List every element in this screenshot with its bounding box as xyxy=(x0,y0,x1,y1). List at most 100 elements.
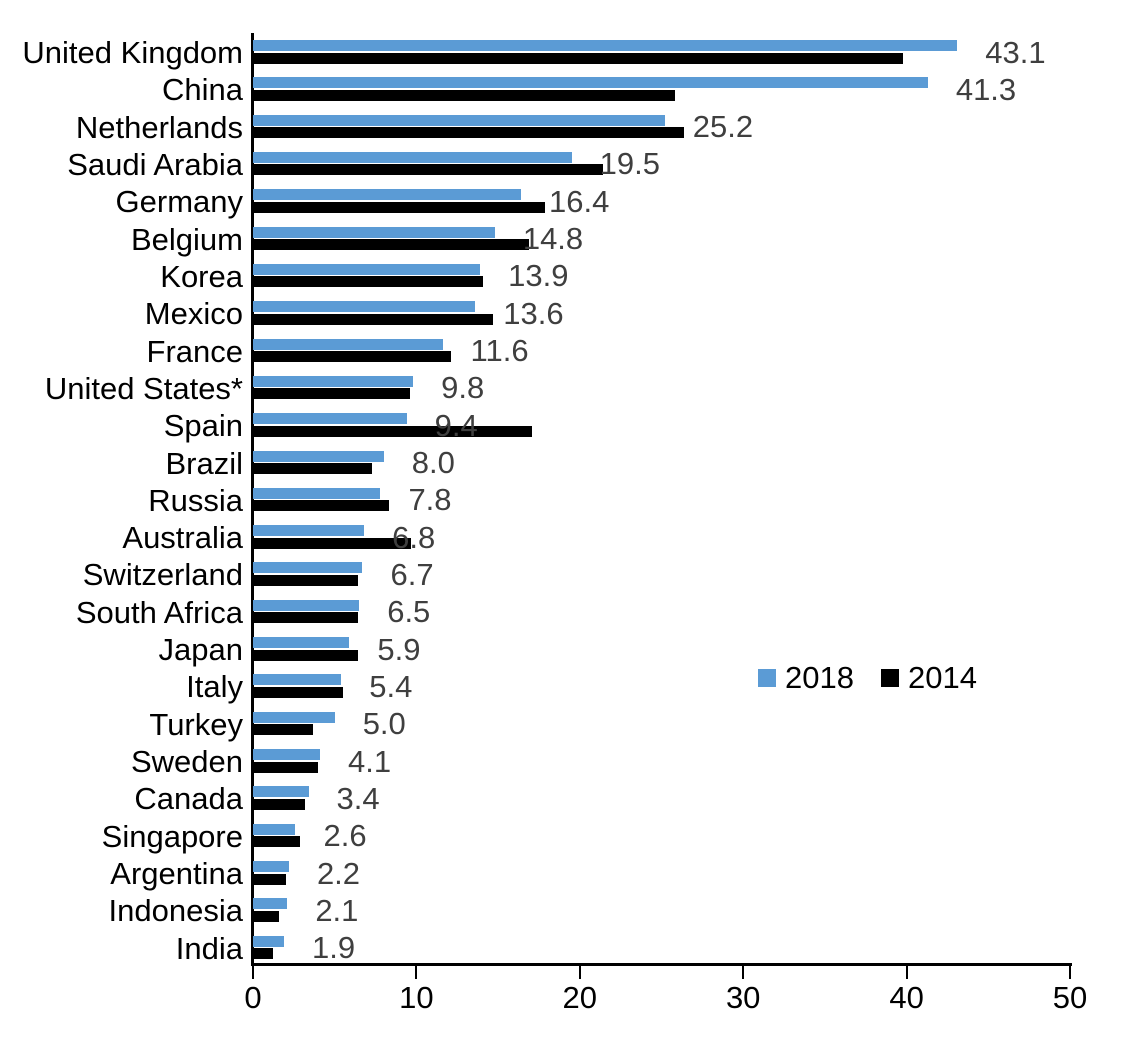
x-axis-line xyxy=(251,963,1072,966)
bar-2018 xyxy=(253,525,365,537)
category-label: Singapore xyxy=(101,818,243,854)
bar-2014 xyxy=(253,761,319,773)
value-label: 11.6 xyxy=(470,333,529,369)
bar-2018 xyxy=(253,40,958,51)
bar-2014 xyxy=(253,537,412,549)
y-axis-line xyxy=(251,33,254,966)
value-label: 8.0 xyxy=(411,445,455,481)
value-label: 25.2 xyxy=(692,109,754,145)
category-label: Australia xyxy=(122,520,243,556)
value-label: 7.8 xyxy=(408,482,452,518)
category-label: Argentina xyxy=(110,856,243,892)
bar-2018 xyxy=(253,151,572,163)
category-label: China xyxy=(162,72,243,108)
bar-2014 xyxy=(253,574,358,586)
bar-2014 xyxy=(253,612,358,624)
category-label: Indonesia xyxy=(108,893,243,929)
category-label: United States* xyxy=(44,370,243,406)
x-tick-mark xyxy=(415,966,418,979)
value-label: 6.5 xyxy=(387,594,431,630)
legend-label-2018: 2018 xyxy=(785,660,854,695)
bar-2014 xyxy=(253,201,546,213)
x-tick-mark xyxy=(742,966,745,979)
category-label: Japan xyxy=(158,632,243,668)
bar-2014 xyxy=(253,798,306,810)
bar-2018 xyxy=(253,114,665,126)
bar-2014 xyxy=(253,463,373,475)
value-label: 2.2 xyxy=(316,855,361,891)
value-label: 9.4 xyxy=(434,407,478,443)
category-label: Spain xyxy=(163,408,243,444)
bar-2018 xyxy=(253,711,335,723)
category-label: Netherlands xyxy=(75,109,243,145)
bar-2014 xyxy=(253,724,314,736)
category-label: Italy xyxy=(186,669,243,705)
legend-swatch-2018 xyxy=(758,668,776,687)
x-tick-mark xyxy=(578,966,581,979)
bar-2018 xyxy=(253,823,296,835)
bar-2014 xyxy=(253,276,484,288)
x-tick-label: 20 xyxy=(562,980,598,1015)
value-label: 1.9 xyxy=(312,930,356,966)
value-label: 9.8 xyxy=(441,370,485,406)
bar-2018 xyxy=(253,263,481,275)
x-tick-mark xyxy=(1069,966,1071,979)
category-label: Turkey xyxy=(149,706,243,742)
bar-2014 xyxy=(253,164,603,176)
category-label: Belgium xyxy=(131,221,243,257)
bar-2014 xyxy=(253,425,533,437)
bar-2018 xyxy=(253,749,320,761)
category-label: Canada xyxy=(134,781,243,817)
x-tick-label: 10 xyxy=(399,980,434,1015)
bar-2014 xyxy=(253,910,280,922)
bar-2014 xyxy=(253,127,685,139)
bar-2018 xyxy=(253,861,289,873)
legend-swatch-2014 xyxy=(880,668,899,687)
legend-item-2018: 2018 xyxy=(758,662,854,693)
value-label: 43.1 xyxy=(985,34,1046,70)
bar-2014 xyxy=(253,873,286,885)
value-label: 2.6 xyxy=(323,818,367,854)
bar-2018 xyxy=(253,935,285,947)
bar-2018 xyxy=(253,637,350,649)
bar-2014 xyxy=(253,388,410,400)
bar-2018 xyxy=(253,487,381,499)
value-label: 2.1 xyxy=(315,892,359,928)
bar-2018 xyxy=(253,413,407,425)
category-label: Germany xyxy=(115,184,243,220)
value-label: 41.3 xyxy=(955,71,1017,107)
bar-2018 xyxy=(253,226,495,238)
bar-2018 xyxy=(253,562,363,574)
value-label: 5.9 xyxy=(377,631,421,667)
value-label: 5.4 xyxy=(369,668,413,704)
bar-2014 xyxy=(253,649,358,661)
category-label: France xyxy=(146,333,243,369)
bar-2014 xyxy=(253,89,675,101)
value-label: 6.7 xyxy=(390,556,434,592)
value-label: 13.6 xyxy=(503,295,564,331)
bar-2014 xyxy=(253,948,273,960)
category-label: India xyxy=(175,930,243,966)
bar-2018 xyxy=(253,674,342,686)
bar-2018 xyxy=(253,189,521,201)
bar-2014 xyxy=(253,239,530,251)
bar-2014 xyxy=(253,500,389,512)
legend-item-2014: 2014 xyxy=(880,660,977,695)
x-tick-mark xyxy=(252,966,254,979)
value-label: 16.4 xyxy=(548,183,610,219)
legend-label-2014: 2014 xyxy=(907,660,977,695)
bar-2014 xyxy=(253,351,451,363)
value-label: 3.4 xyxy=(336,780,380,816)
x-tick-label: 40 xyxy=(889,980,924,1015)
value-label: 19.5 xyxy=(599,146,660,182)
bar-2018 xyxy=(253,375,414,387)
x-tick-label: 50 xyxy=(1052,980,1088,1015)
category-label: Brazil xyxy=(165,445,243,481)
bar-2018 xyxy=(253,338,443,350)
bar-2014 xyxy=(253,313,494,325)
category-label: Korea xyxy=(160,258,243,294)
value-label: 5.0 xyxy=(362,706,406,742)
x-tick-label: 0 xyxy=(244,980,262,1015)
category-label: Sweden xyxy=(130,744,243,780)
